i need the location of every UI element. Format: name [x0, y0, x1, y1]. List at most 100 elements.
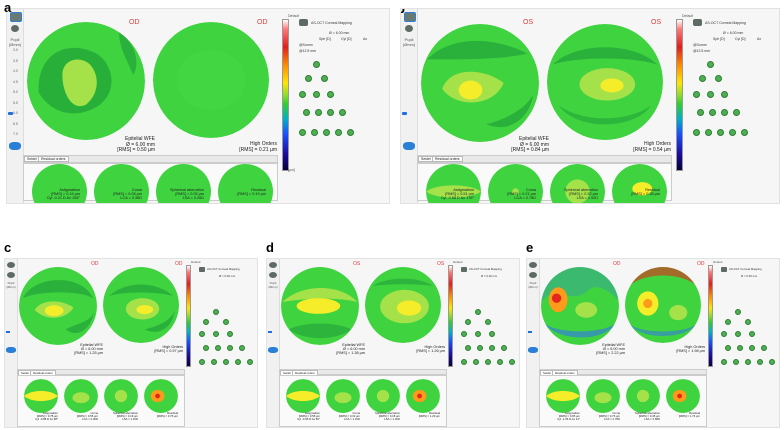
- spherical-aberration-map: [550, 164, 605, 203]
- sidebar: Pupil (Ømm) 3.03.54.04.55.05.56.06.57.07…: [7, 9, 24, 203]
- pupil-label: Pupil (Ømm): [402, 37, 416, 47]
- caption-line: High Orders: [162, 345, 183, 349]
- brand-logo-icon: [6, 347, 16, 353]
- pupil-slider-handle[interactable]: [402, 112, 407, 115]
- app-title: AS-OCT Corneal Mapping: [469, 267, 502, 271]
- zernike-coef-icon: [729, 129, 736, 136]
- view-button-1[interactable]: [10, 12, 22, 22]
- view-button-2[interactable]: [405, 25, 413, 32]
- view-button-2[interactable]: [11, 25, 19, 32]
- zernike-coef-icon: [721, 91, 728, 98]
- view-button-1[interactable]: [404, 12, 416, 22]
- aberration-value: LCA = 2.78D: [604, 417, 620, 422]
- pupil-label: Pupil (Ømm): [6, 281, 16, 289]
- aberration-value: [RMS] = 0.58 µm: [298, 414, 320, 419]
- high-orders-map: [625, 267, 701, 343]
- pupil-slider-handle[interactable]: [268, 331, 272, 333]
- pupil-slider-handle[interactable]: [528, 331, 532, 333]
- aberration-name: Coma: [131, 188, 142, 192]
- diameter-label: Ø = 6.00 mm: [723, 31, 744, 35]
- aberration-caption: Astigmatism [RMS] = 0.78 µm Cyl -0.88 D Ax…: [20, 411, 58, 421]
- brand-logo-icon: [403, 142, 415, 150]
- view-button-1[interactable]: [269, 262, 277, 268]
- color-scale-title: Default: [288, 14, 300, 18]
- table-header: Ax: [757, 37, 762, 41]
- aberration-name: Coma: [612, 411, 620, 415]
- caption-line: [RMS] = 2.22 µm: [596, 351, 625, 356]
- aberration-name: Astigmatism: [59, 188, 80, 192]
- panel-label-b: b: [401, 9, 405, 16]
- epithelial-wfe-caption: Epitelial WFE Ø = 6.00 mm [RMS] = 0.84 µm: [489, 136, 549, 154]
- app-title: AS-OCT Corneal Mapping: [705, 21, 746, 25]
- color-scale-title: Default: [682, 14, 694, 18]
- aberration-caption: Coma [RMS] = 0.76 µm LCA = 2.78D: [582, 411, 620, 422]
- zernike-coef-icon: [465, 345, 471, 351]
- caption-line: High Orders: [684, 345, 705, 349]
- epithelial-wfe-map: [421, 24, 539, 142]
- aberration-value: [RMS] = 0.51 µm: [445, 192, 474, 197]
- zernike-coef-icon: [199, 359, 205, 365]
- aberration-value: Cyl -0.21 D Ax 158°: [46, 196, 80, 201]
- zernike-coef-icon: [227, 345, 233, 351]
- header-cyl: Cyl [D]: [341, 37, 352, 41]
- tab-residual-orders[interactable]: Residual orders: [432, 156, 463, 162]
- aberration-value: LCA = 0.78D: [514, 196, 536, 201]
- eye-label-right: OD: [175, 261, 183, 267]
- diameter-label: Ø = 6.00 mm: [741, 274, 758, 278]
- zernike-coef-icon: [757, 359, 763, 365]
- zernike-coef-icon: [715, 75, 722, 82]
- coma-map: [326, 379, 360, 413]
- high-orders-map: [547, 24, 663, 140]
- zernike-panel: AS-OCT Corneal Mapping Ø = 6.00 mm Sph […: [299, 19, 387, 169]
- view-button-2[interactable]: [7, 272, 15, 278]
- aberration-maps-panel: Astigmatism [RMS] = 0.95 µm Cyl -1.06 D Ax…: [539, 375, 707, 427]
- residual-map: [218, 164, 273, 203]
- aberration-name: Coma: [352, 411, 360, 415]
- spherical-aberration-map: [104, 379, 138, 413]
- zernike-coef-icon: [485, 359, 491, 365]
- view-button-1[interactable]: [529, 262, 537, 268]
- zernike-coef-icon: [303, 109, 310, 116]
- aberration-value: [RMS] = 0.19 µm: [116, 414, 138, 419]
- view-button-2[interactable]: [269, 272, 277, 278]
- zernike-coef-icon: [339, 109, 346, 116]
- zernike-coef-icon: [247, 359, 253, 365]
- zernike-coef-icon: [223, 319, 229, 325]
- aberration-name: Astigmatism: [42, 411, 58, 415]
- zernike-coef-icon: [693, 129, 700, 136]
- epithelial-wfe-caption: Epitelial WFE Ø = 6.00 mm [RMS] = 1.25 µm: [55, 343, 103, 356]
- view-button-1[interactable]: [7, 262, 15, 268]
- aberration-value: LSA = 1.02D: [384, 417, 400, 422]
- zernike-coef-icon: [741, 129, 748, 136]
- zernike-coef-icon: [213, 331, 219, 337]
- eye-label-left: OD: [91, 261, 99, 267]
- app-title: AS-OCT Corneal Mapping: [311, 21, 352, 25]
- aberration-name: Astigmatism: [564, 411, 580, 415]
- tab-bar: Seidel Residual orders: [417, 155, 672, 163]
- brand-logo-icon: [528, 347, 538, 353]
- zernike-coef-icon: [745, 359, 751, 365]
- pupil-slider-handle[interactable]: [8, 112, 13, 115]
- zernike-coef-icon: [699, 75, 706, 82]
- eye-label-left: OD: [613, 261, 621, 267]
- color-scale-bar: [282, 19, 289, 171]
- app-icon: [721, 267, 727, 272]
- aberration-maps-panel: Astigmatism [RMS] = 0.58 µm Cyl -0.65 D Ax…: [279, 375, 447, 427]
- spherical-aberration-map: [626, 379, 660, 413]
- caption-line: [RMS] = 0.84 µm: [511, 147, 549, 153]
- aberration-name: Spherical aberration: [112, 411, 138, 415]
- eye-label-right: OD: [697, 261, 705, 267]
- zernike-coef-icon: [725, 345, 731, 351]
- caption-line: [RMS] = 1.25 µm: [74, 351, 103, 356]
- tab-residual-orders[interactable]: Residual orders: [38, 156, 69, 162]
- aberration-value: Cyl -0.58 D Ax 176°: [440, 196, 474, 201]
- pupil-slider-handle[interactable]: [6, 331, 10, 333]
- view-button-2[interactable]: [529, 272, 537, 278]
- zernike-coef-icon: [501, 345, 507, 351]
- aberration-value: LSA = 1.10D: [122, 417, 138, 422]
- aberration-value: LCA = 0.36D: [120, 196, 142, 201]
- diameter-label: Ø = 6.00 mm: [481, 274, 498, 278]
- aberration-name: Astigmatism: [453, 188, 474, 192]
- aberration-caption: Residual [RMS] = 0.19 µm: [214, 188, 266, 196]
- row-label-2: @12.5 mm: [299, 49, 317, 53]
